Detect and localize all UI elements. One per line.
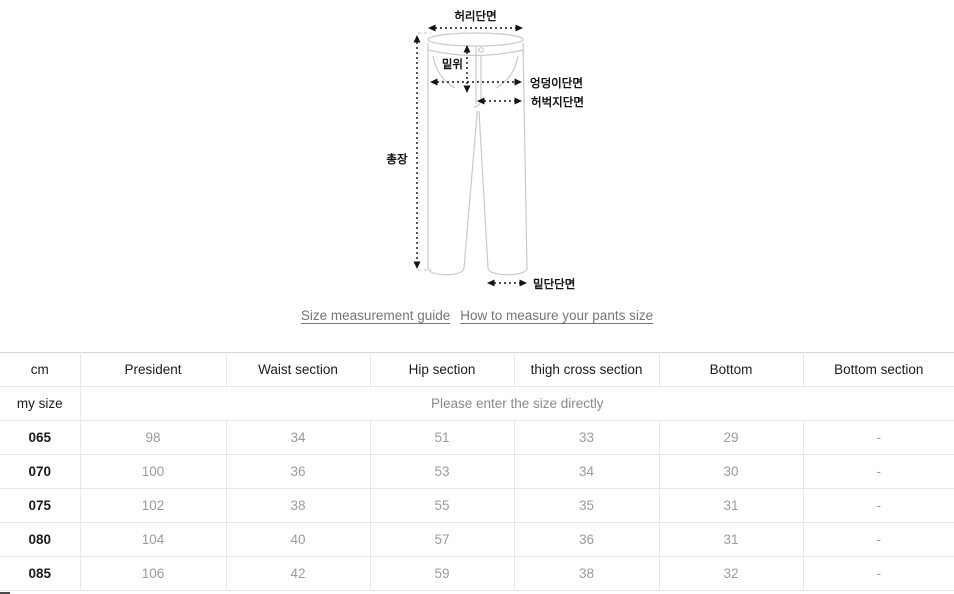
pants-measurement-diagram: 허리단면 총장 밑위 엉덩이단면 허벅지단면 밑단단면 — [386, 9, 584, 291]
cell-value: 29 — [659, 420, 804, 455]
cell-value: - — [803, 420, 954, 455]
measure-arrows — [416, 27, 520, 284]
table-header-row: cm President Waist section Hip section t… — [0, 352, 954, 387]
cell-value: 53 — [370, 454, 515, 489]
size-code: 070 — [0, 454, 81, 489]
size-table: cm President Waist section Hip section t… — [0, 352, 954, 591]
col-header-president: President — [80, 352, 227, 387]
cell-value: 31 — [659, 488, 804, 523]
cell-value: - — [803, 454, 954, 489]
col-header-cm: cm — [0, 352, 81, 387]
table-row-070: 070 100 36 53 34 30 - — [0, 454, 954, 489]
my-size-row: my size Please enter the size directly — [0, 386, 954, 421]
col-header-thigh: thigh cross section — [514, 352, 660, 387]
partial-element-bottom-left — [0, 592, 10, 594]
cell-value: 34 — [226, 420, 371, 455]
cell-value: 38 — [514, 556, 660, 591]
cell-value: 55 — [370, 488, 515, 523]
cell-value: - — [803, 522, 954, 557]
hip-section-label: 엉덩이단면 — [530, 76, 583, 90]
cell-value: 102 — [80, 488, 227, 523]
my-size-label: my size — [0, 386, 81, 421]
table-row-085: 085 106 42 59 38 32 - — [0, 556, 954, 591]
pants-button-icon — [478, 47, 484, 53]
cell-value: 31 — [659, 522, 804, 557]
rise-label: 밑위 — [442, 58, 463, 71]
total-length-label: 총장 — [386, 152, 408, 166]
cell-value: - — [803, 556, 954, 591]
table-row-065: 065 98 34 51 33 29 - — [0, 420, 954, 455]
cell-value: 30 — [659, 454, 804, 489]
col-header-waist: Waist section — [226, 352, 371, 387]
measure-connectors — [418, 32, 431, 271]
table-row-075: 075 102 38 55 35 31 - — [0, 488, 954, 523]
pants-diagram-svg: 허리단면 총장 밑위 엉덩이단면 허벅지단면 밑단단면 — [386, 9, 584, 291]
guide-links: Size measurement guide How to measure yo… — [0, 308, 954, 323]
col-header-bottom: Bottom — [659, 352, 804, 387]
table-row-080: 080 104 40 57 36 31 - — [0, 522, 954, 557]
my-size-input[interactable]: Please enter the size directly — [80, 386, 954, 421]
how-to-measure-link[interactable]: How to measure your pants size — [460, 308, 654, 323]
size-measurement-guide-link[interactable]: Size measurement guide — [300, 308, 451, 323]
cell-value: 32 — [659, 556, 804, 591]
cell-value: 106 — [80, 556, 227, 591]
cell-value: 100 — [80, 454, 227, 489]
cell-value: 33 — [514, 420, 660, 455]
thigh-section-label: 허벅지단면 — [531, 95, 584, 109]
size-code: 080 — [0, 522, 81, 557]
cell-value: 57 — [370, 522, 515, 557]
col-header-bottom-section: Bottom section — [803, 352, 954, 387]
cell-value: 40 — [226, 522, 371, 557]
cell-value: 42 — [226, 556, 371, 591]
cell-value: 36 — [226, 454, 371, 489]
size-table-section: cm President Waist section Hip section t… — [0, 352, 954, 591]
waist-section-label: 허리단면 — [454, 9, 496, 23]
cell-value: 38 — [226, 488, 371, 523]
cell-value: - — [803, 488, 954, 523]
size-code: 065 — [0, 420, 81, 455]
cell-value: 98 — [80, 420, 227, 455]
size-code: 075 — [0, 488, 81, 523]
cell-value: 34 — [514, 454, 660, 489]
cell-value: 36 — [514, 522, 660, 557]
cell-value: 35 — [514, 488, 660, 523]
hem-section-label: 밑단단면 — [533, 277, 575, 291]
col-header-hip: Hip section — [370, 352, 515, 387]
size-code: 085 — [0, 556, 81, 591]
cell-value: 104 — [80, 522, 227, 557]
cell-value: 51 — [370, 420, 515, 455]
pants-outline — [427, 32, 528, 276]
arrowheads — [413, 24, 527, 287]
cell-value: 59 — [370, 556, 515, 591]
